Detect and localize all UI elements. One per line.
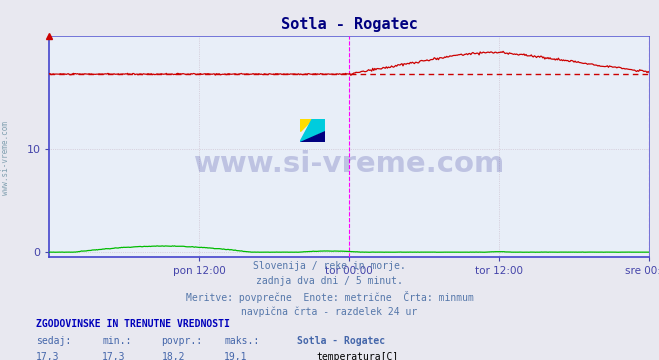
Text: www.si-vreme.com: www.si-vreme.com	[1, 121, 10, 195]
Text: Sotla - Rogatec: Sotla - Rogatec	[297, 336, 385, 346]
Text: 18,2: 18,2	[161, 352, 185, 360]
Polygon shape	[300, 119, 312, 130]
Polygon shape	[300, 119, 325, 142]
Text: 17,3: 17,3	[102, 352, 126, 360]
Text: min.:: min.:	[102, 336, 132, 346]
Text: ZGODOVINSKE IN TRENUTNE VREDNOSTI: ZGODOVINSKE IN TRENUTNE VREDNOSTI	[36, 319, 230, 329]
Title: Sotla - Rogatec: Sotla - Rogatec	[281, 17, 418, 32]
Text: 17,3: 17,3	[36, 352, 60, 360]
Text: povpr.:: povpr.:	[161, 336, 202, 346]
Text: Meritve: povprečne  Enote: metrične  Črta: minmum: Meritve: povprečne Enote: metrične Črta:…	[186, 291, 473, 303]
Polygon shape	[300, 130, 325, 142]
Text: maks.:: maks.:	[224, 336, 259, 346]
Text: Slovenija / reke in morje.: Slovenija / reke in morje.	[253, 261, 406, 271]
Text: zadnja dva dni / 5 minut.: zadnja dva dni / 5 minut.	[256, 276, 403, 286]
Text: www.si-vreme.com: www.si-vreme.com	[194, 150, 505, 179]
Text: 19,1: 19,1	[224, 352, 248, 360]
Text: temperatura[C]: temperatura[C]	[316, 352, 399, 360]
Text: sedaj:: sedaj:	[36, 336, 71, 346]
Text: navpična črta - razdelek 24 ur: navpična črta - razdelek 24 ur	[241, 306, 418, 317]
